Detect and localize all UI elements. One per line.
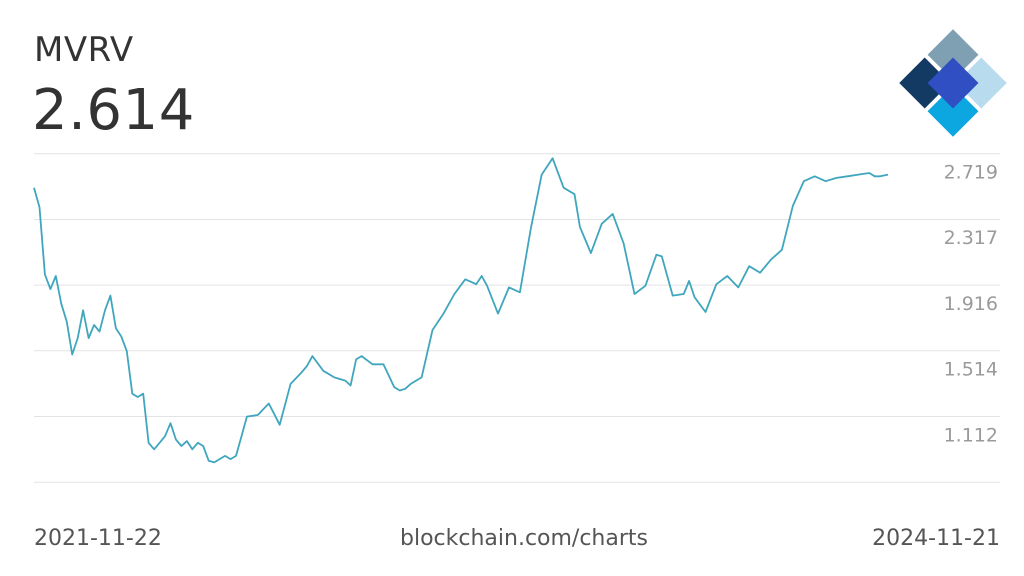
mvrv-series-line [33,157,889,464]
logo-tile-center [927,57,979,109]
start-date-label: 2021-11-22 [34,526,162,551]
chart-gridlines [34,153,1000,483]
logo-tile-bottom [927,85,979,137]
y-tick-label: 1.112 [944,424,998,446]
end-date-label: 2024-11-21 [872,526,1000,551]
source-link[interactable]: blockchain.com/charts [400,526,648,551]
y-tick-label: 2.317 [944,227,998,249]
current-value: 2.614 [32,78,195,143]
y-tick-label: 1.916 [944,293,998,315]
y-tick-label: 1.514 [944,359,998,381]
logo-tile-top [927,29,979,81]
y-tick-label: 2.719 [944,162,998,184]
blockchain-logo-icon [899,29,1007,137]
y-axis-tick-labels: 1.112 1.514 1.916 2.317 2.719 [944,162,998,447]
chart-title: MVRV [34,30,134,70]
